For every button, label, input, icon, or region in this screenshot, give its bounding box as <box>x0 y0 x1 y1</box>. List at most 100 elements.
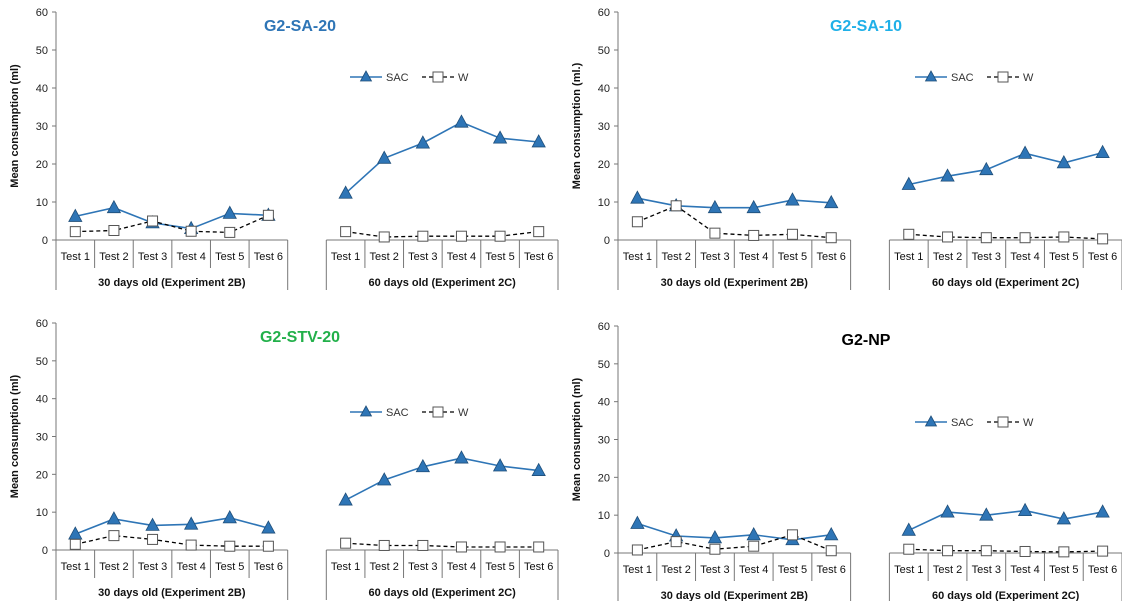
data-point-w <box>417 539 429 551</box>
y-tick-label: 10 <box>36 507 48 519</box>
legend-marker-w <box>432 71 444 83</box>
data-point-w <box>262 540 274 552</box>
x-tick-label: Test 3 <box>972 251 1001 263</box>
x-tick-label: Test 3 <box>138 561 167 573</box>
data-point-sac <box>824 194 839 209</box>
data-point-w <box>185 539 197 551</box>
x-tick-label: Test 6 <box>1088 564 1117 576</box>
chart-title: G2-SA-20 <box>264 18 336 35</box>
y-tick-label: 60 <box>598 7 610 19</box>
legend: SAC W <box>350 70 469 84</box>
legend-marker-sac <box>359 405 373 417</box>
x-tick-label: Test 6 <box>254 251 283 263</box>
y-axis-label: Mean consumption (ml) <box>9 64 21 188</box>
data-point-w <box>378 231 390 243</box>
series-line-w <box>637 205 832 239</box>
data-point-w <box>185 225 197 237</box>
data-point-w <box>147 533 159 545</box>
data-point-sac <box>377 472 392 486</box>
y-tick-label: 30 <box>598 435 610 447</box>
legend-label-sac: SAC <box>386 72 409 84</box>
data-point-sac <box>1056 511 1072 525</box>
y-tick-label: 40 <box>598 397 610 409</box>
data-point-w <box>709 543 721 555</box>
data-point-w <box>340 226 352 238</box>
x-tick-label: Test 5 <box>485 251 514 263</box>
x-tick-label: Test 5 <box>1049 251 1078 263</box>
data-point-w <box>224 226 236 238</box>
data-point-sac <box>454 114 469 128</box>
x-tick-label: Test 2 <box>370 561 399 573</box>
x-tick-label: Test 1 <box>331 561 360 573</box>
legend: SAC W <box>915 70 1034 84</box>
data-point-w <box>69 226 81 238</box>
data-point-sac <box>901 176 916 190</box>
y-tick-label: 20 <box>598 472 610 484</box>
data-point-sac <box>531 462 546 476</box>
legend-label-w: W <box>458 72 469 84</box>
data-point-sac <box>630 515 645 529</box>
x-tick-label: Test 1 <box>623 251 652 263</box>
data-point-w <box>147 215 159 227</box>
data-point-sac <box>979 161 994 176</box>
data-point-sac <box>707 530 723 544</box>
x-tick-label: Test 6 <box>254 561 283 573</box>
legend-label-sac: SAC <box>951 72 974 84</box>
chart-title: G2-STV-20 <box>260 329 340 346</box>
data-point-w <box>825 545 837 557</box>
y-tick-label: 60 <box>598 321 610 333</box>
data-point-w <box>748 229 760 241</box>
y-tick-label: 10 <box>598 510 610 522</box>
data-point-w <box>980 232 992 244</box>
legend-label-w: W <box>458 407 469 419</box>
data-point-w <box>786 228 798 240</box>
series-line-sac <box>637 197 832 209</box>
data-point-sac <box>492 458 508 472</box>
x-tick-label: Test 6 <box>524 251 553 263</box>
data-point-w <box>631 544 643 556</box>
series-line-sac <box>75 516 269 535</box>
chart-panel-4: 0 10 20 30 40 50 60 Mean consumption (ml) Test 1… <box>571 321 1122 601</box>
series-line-w <box>75 214 269 234</box>
y-tick-label: 50 <box>598 359 610 371</box>
x-tick-label: Test 3 <box>408 251 437 263</box>
x-tick-label: Test 5 <box>1049 564 1078 576</box>
data-point-sac <box>222 510 237 524</box>
data-point-sac <box>785 192 800 206</box>
data-point-w <box>108 225 120 236</box>
y-tick-label: 60 <box>36 318 48 330</box>
data-point-w <box>340 537 352 549</box>
series-line-w <box>637 534 832 552</box>
x-tick-label: Test 3 <box>700 564 729 576</box>
data-point-sac <box>1095 144 1110 159</box>
data-point-sac <box>1056 155 1072 169</box>
data-point-w <box>1058 546 1070 558</box>
y-tick-label: 50 <box>36 45 48 57</box>
legend-marker-sac <box>924 70 938 82</box>
x-tick-label: Test 1 <box>331 251 360 263</box>
x-tick-label: Test 3 <box>700 251 729 263</box>
x-group-label: 60 days old (Experiment 2C) <box>368 277 516 289</box>
x-tick-label: Test 2 <box>370 251 399 263</box>
legend-label-w: W <box>1023 72 1034 84</box>
data-point-w <box>378 539 390 551</box>
x-tick-label: Test 1 <box>894 564 923 576</box>
y-tick-label: 60 <box>36 7 48 19</box>
data-point-sac <box>454 450 469 464</box>
y-tick-label: 20 <box>36 469 48 481</box>
x-tick-label: Test 6 <box>817 251 846 263</box>
data-point-sac <box>492 130 508 144</box>
data-point-sac <box>746 527 761 541</box>
series-line-sac <box>908 151 1103 186</box>
data-point-sac <box>68 208 83 222</box>
data-point-w <box>1058 231 1070 243</box>
data-point-w <box>1019 232 1031 244</box>
data-point-sac <box>106 511 122 525</box>
series-line-sac <box>637 522 832 541</box>
data-point-sac <box>1017 145 1033 159</box>
legend-marker-w <box>997 71 1009 83</box>
data-point-w <box>533 541 545 553</box>
data-point-sac <box>707 199 723 214</box>
x-group-label: 60 days old (Experiment 2C) <box>368 587 516 599</box>
legend-marker-sac <box>924 415 938 427</box>
